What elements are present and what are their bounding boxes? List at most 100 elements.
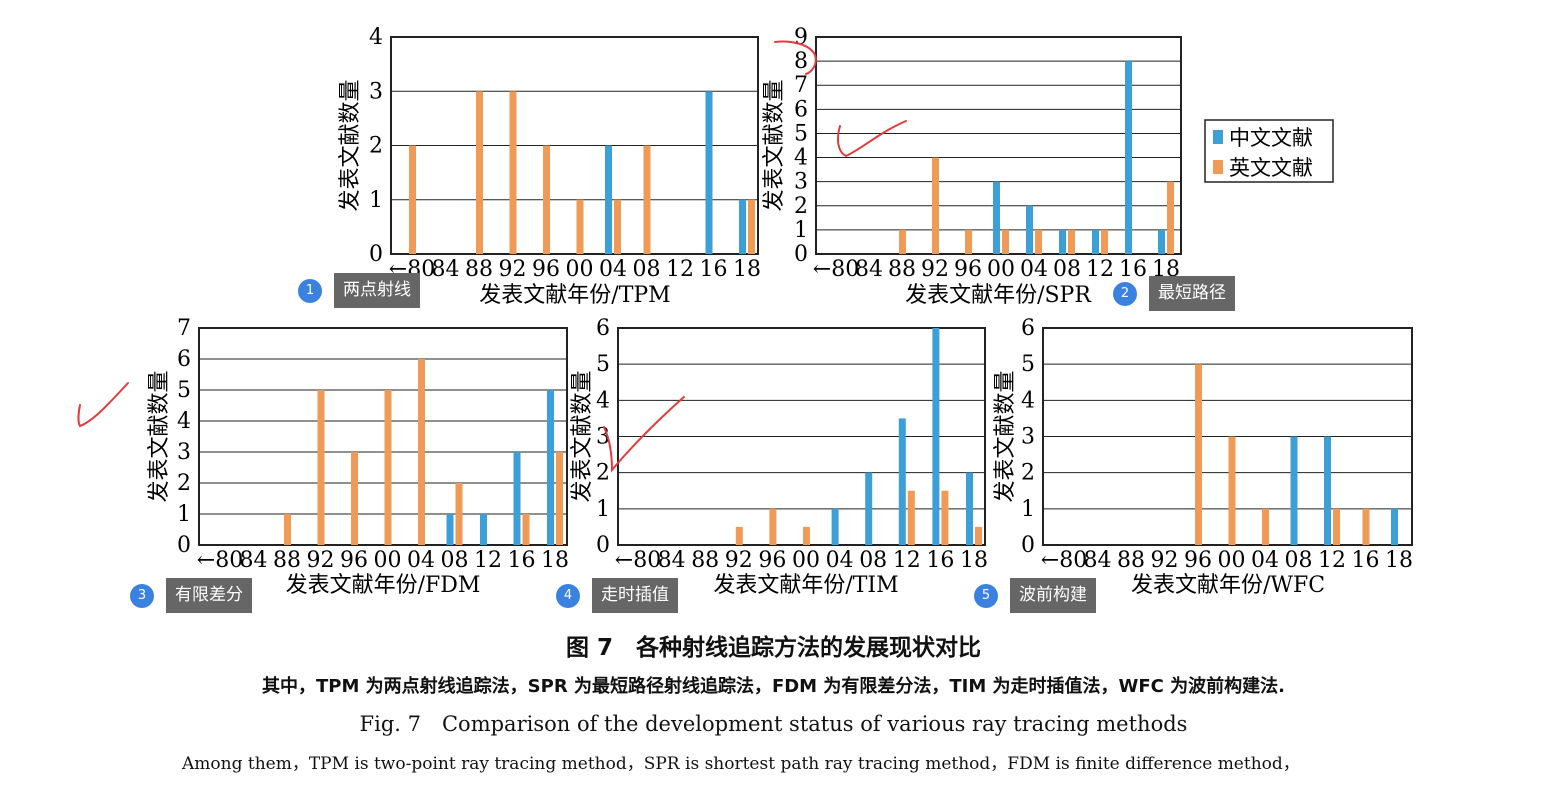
bar-en — [1167, 181, 1174, 254]
bar-en — [735, 526, 743, 545]
plot-frame — [198, 327, 568, 546]
bar-en — [418, 359, 425, 545]
x-tick-label: 00 — [792, 548, 820, 573]
x-tick-label: 18 — [960, 548, 988, 573]
y-tick-label: 4 — [369, 25, 383, 50]
bar-en — [543, 145, 550, 254]
plot-frame — [390, 36, 759, 255]
badge-label: 有限差分 — [166, 578, 252, 613]
legend-box — [1204, 119, 1334, 183]
x-tick-label: 16 — [508, 548, 536, 573]
x-axis-label: 发表文献年份/SPR — [905, 283, 1092, 308]
badge-number: 5 — [974, 583, 998, 608]
x-tick-label: 92 — [307, 548, 335, 573]
y-axis-label: 发表文献数量 — [993, 370, 1018, 502]
y-tick-label: 6 — [1021, 316, 1035, 341]
bar-cn — [966, 472, 973, 545]
x-tick-label: 88 — [691, 548, 719, 573]
x-tick-label: ←80 — [615, 548, 661, 573]
x-tick-label: ←80 — [197, 548, 243, 573]
bar-en — [965, 229, 972, 254]
bar-cn — [865, 472, 873, 545]
bar-cn — [1125, 61, 1132, 254]
x-tick-label: 16 — [1119, 257, 1147, 282]
bar-en — [351, 452, 358, 545]
y-axis-label: 发表文献数量 — [147, 370, 172, 502]
y-tick-label: 2 — [596, 461, 610, 486]
badge-fdm[interactable]: 3 有限差分 — [130, 578, 252, 613]
y-tick-label: 1 — [596, 497, 610, 522]
bar-en — [556, 452, 563, 545]
y-tick-label: 0 — [177, 533, 191, 558]
x-tick-label: 12 — [893, 548, 921, 573]
badge-spr[interactable]: 2 最短路径 — [1113, 276, 1235, 311]
pen-annotation — [774, 40, 817, 75]
bar-en — [455, 483, 463, 545]
pen-annotation — [837, 120, 907, 158]
x-tick-label: 84 — [855, 257, 883, 282]
bar-en — [975, 526, 982, 545]
x-tick-label: 88 — [273, 548, 301, 573]
x-tick-label: 88 — [465, 257, 493, 282]
y-tick-label: 0 — [1021, 533, 1035, 558]
figure-note-en: Among them，TPM is two-point ray tracing … — [182, 754, 1300, 774]
y-tick-label: 0 — [369, 242, 383, 267]
bar-en — [522, 514, 530, 545]
y-tick-label: 1 — [369, 188, 383, 213]
badge-number: 3 — [130, 583, 154, 608]
x-tick-label: 08 — [1285, 548, 1313, 573]
bar-en — [769, 508, 777, 545]
x-tick-label: 00 — [987, 257, 1015, 282]
y-tick-label: 5 — [177, 378, 191, 403]
x-tick-label: 08 — [859, 548, 887, 573]
bar-cn — [831, 508, 839, 545]
x-tick-label: 00 — [566, 257, 594, 282]
bar-en — [941, 490, 949, 545]
x-axis-label: 发表文献年份/WFC — [1131, 573, 1325, 598]
x-axis-label: 发表文献年份/FDM — [286, 573, 481, 598]
x-tick-label: 96 — [758, 548, 786, 573]
y-tick-label: 4 — [596, 388, 610, 413]
bar-cn — [513, 452, 521, 545]
x-tick-label: 84 — [432, 257, 460, 282]
bar-en — [1228, 436, 1236, 545]
y-tick-label: 5 — [596, 352, 610, 377]
bar-en — [384, 390, 392, 545]
badge-tim[interactable]: 4 走时插值 — [556, 578, 678, 613]
badge-number: 2 — [1113, 281, 1137, 306]
bar-en — [476, 91, 483, 254]
bar-en — [932, 157, 939, 254]
badge-tpm[interactable]: 1 两点射线 — [298, 273, 420, 308]
bar-en — [907, 490, 915, 545]
bar-en — [643, 145, 651, 254]
y-tick-label: 3 — [369, 79, 383, 104]
y-tick-label: 3 — [177, 440, 191, 465]
x-tick-label: 08 — [441, 548, 469, 573]
y-tick-label: 4 — [177, 409, 191, 434]
y-tick-label: 1 — [1021, 497, 1035, 522]
bar-cn — [1158, 229, 1165, 254]
y-tick-label: 3 — [794, 170, 808, 195]
x-tick-label: 84 — [240, 548, 268, 573]
x-tick-label: 04 — [1251, 548, 1279, 573]
bar-en — [803, 526, 810, 545]
y-tick-label: 1 — [794, 218, 808, 243]
y-tick-label: 2 — [369, 134, 383, 159]
y-tick-label: 2 — [177, 471, 191, 496]
x-tick-label: 16 — [1352, 548, 1380, 573]
y-tick-label: 0 — [794, 242, 808, 267]
x-tick-label: 84 — [1084, 548, 1112, 573]
bar-cn — [932, 328, 940, 545]
badge-label: 波前构建 — [1010, 578, 1096, 613]
x-tick-label: 96 — [532, 257, 560, 282]
legend-label-cn: 中文文献 — [1229, 126, 1313, 150]
badge-wfc[interactable]: 5 波前构建 — [974, 578, 1096, 613]
bar-cn — [1059, 229, 1066, 254]
bar-en — [1333, 508, 1340, 545]
badge-label: 最短路径 — [1149, 276, 1235, 311]
y-tick-label: 7 — [794, 73, 808, 98]
